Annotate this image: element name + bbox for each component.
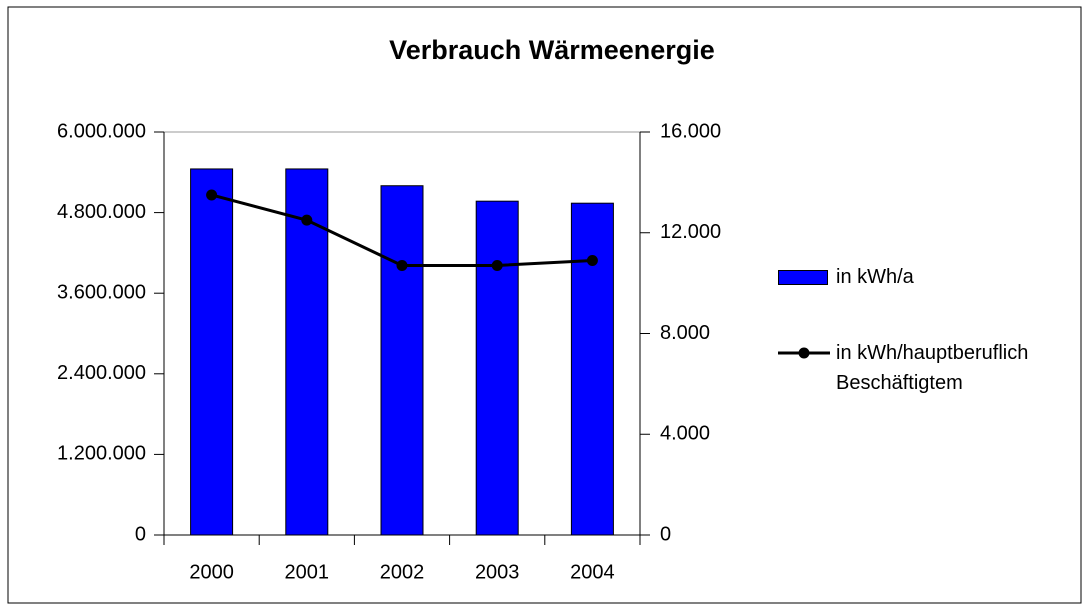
- y-tick-label: 1.200.000: [57, 443, 146, 465]
- line-marker: [396, 259, 408, 271]
- line-marker: [206, 189, 218, 201]
- y-tick-label: 4.800.000: [57, 201, 146, 223]
- y2-tick-label: 4.000: [660, 423, 710, 445]
- line-marker: [491, 259, 503, 271]
- line-marker: [301, 214, 313, 226]
- bar: [285, 168, 329, 536]
- chart-title: Verbrauch Wärmeenergie: [389, 35, 715, 65]
- bar: [475, 200, 519, 536]
- x-tick-label: 2002: [380, 561, 425, 583]
- y2-tick-label: 12.000: [660, 221, 721, 243]
- line-marker: [586, 254, 598, 266]
- y2-tick-label: 16.000: [660, 120, 721, 142]
- legend: in kWh/a in kWh/hauptberuflich Beschäftig…: [778, 262, 1078, 398]
- chart-frame: [7, 6, 1082, 604]
- legend-swatch: [778, 270, 828, 285]
- legend-label: in kWh/a: [836, 266, 914, 288]
- legend-item: in kWh/a: [778, 262, 1078, 292]
- x-tick-label: 2003: [475, 561, 520, 583]
- bar: [570, 202, 614, 536]
- x-tick-label: 2001: [285, 561, 330, 583]
- bar: [190, 168, 234, 536]
- x-tick-label: 2000: [189, 561, 234, 583]
- legend-item: in kWh/hauptberuflich Beschäftigtem: [778, 338, 1081, 398]
- y2-tick-label: 0: [660, 523, 671, 545]
- legend-line: [778, 347, 830, 359]
- y-tick-label: 0: [135, 523, 146, 545]
- y-tick-label: 3.600.000: [57, 281, 146, 303]
- y-tick-label: 2.400.000: [57, 362, 146, 384]
- legend-label: in kWh/hauptberuflich Beschäftigtem: [836, 342, 1029, 394]
- x-tick-label: 2004: [570, 561, 615, 583]
- bar: [380, 185, 424, 536]
- y-tick-label: 6.000.000: [57, 120, 146, 142]
- y2-tick-label: 8.000: [660, 322, 710, 344]
